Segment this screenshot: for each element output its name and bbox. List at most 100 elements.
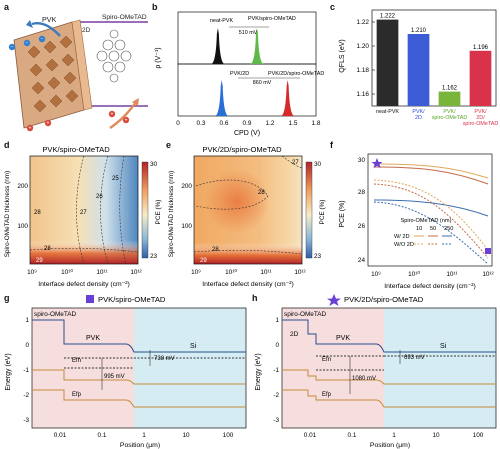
panel-d-contours [29,155,139,265]
panel-h-yticks: 1 0 -1 -2 -3 [273,317,279,424]
svg-text:1: 1 [275,317,279,324]
panel-letter-h: h [252,293,258,303]
panel-h-xticks: 0.01 0.1 1 10 100 [304,432,484,439]
panel-g-yticks: 1 0 -1 -2 -3 [23,317,29,424]
qfls-value-label: 1.162 [442,86,458,92]
svg-text:10¹¹: 10¹¹ [96,269,107,276]
panel-e-colorbar [305,161,313,259]
cpd-peak-top-1 [249,28,264,64]
panel-f-xlabel: Interface defect density (cm⁻²) [384,283,476,290]
panel-b-xtick: 0 [176,120,180,127]
cpd-peak-top-0 [210,28,225,64]
svg-text:10: 10 [182,432,190,439]
svg-text:-1: -1 [23,367,29,374]
panel-letter-b: b [152,2,158,12]
panel-b-xtick: 0.9 [243,120,252,127]
panel-d-colorbar [141,161,149,259]
panel-g-bands [32,319,246,408]
panel-c-frame [371,9,497,107]
qfls-bar [407,34,430,106]
gap-big-label: 1080 mV [352,376,376,382]
svg-text:26: 26 [358,223,366,230]
panel-g-band-diagram: PVK/spiro-OMeTAD Energy (eV) spiro-OMeTA… [0,292,250,449]
panel-f-frame [367,153,493,267]
cbar-e-max: 30 [314,161,322,168]
square-marker-icon [485,248,491,254]
panel-f-yticks: 24 26 28 30 [358,157,366,264]
svg-text:100: 100 [17,223,28,230]
qfls-bar [438,91,461,106]
panel-e-title: PVK/2D/spiro-OMeTAD [202,145,282,154]
pvk-spiro-label: PVK/spiro-OMeTAD [248,16,296,22]
panel-b-xticks: 0 0.3 0.6 0.9 1.2 1.5 1.8 [176,120,321,127]
panel-c-ylabel: QFLS (eV) [339,39,346,72]
top-gap-label: 510 mV [239,30,258,36]
panel-h-band-diagram: PVK/2D/spiro-OMeTAD Energy (eV) spiro-OM… [250,292,500,449]
svg-text:10¹²: 10¹² [482,271,493,278]
panel-letter-a: a [4,2,10,12]
panel-d-yticks: 200 100 [17,183,28,230]
efp-label: Efp [72,392,82,398]
panel-b-xtick: 0.3 [197,120,206,127]
pvk-2d-label: PVK/2D [230,71,249,77]
svg-text:W/ 2D: W/ 2D [394,234,410,240]
svg-text:-3: -3 [273,417,279,424]
panel-d-ylabel: Spiro-OMeTAD thickness (nm) [4,171,11,258]
svg-text:1: 1 [392,432,396,439]
panel-b-cpd-chart: ρ (V⁻¹) neat-PVK PVK/spiro-OMeTAD 510 mV… [150,0,328,138]
gap-big-label: 995 mV [104,374,125,380]
spiro-layer-label: Spiro-OMeTAD [102,14,147,21]
panel-letter-g: g [4,293,10,303]
svg-text:100: 100 [473,432,484,439]
panel-b-peaks [210,28,295,116]
svg-text:0.01: 0.01 [304,432,317,439]
panel-d-xticks: 10⁹ 10¹⁰ 10¹¹ 10¹² [27,269,142,276]
panel-h-title: PVK/2D/spiro-OMeTAD [344,295,424,304]
panel-f-legend: 10 50 250 W/ 2D W/O 2D [394,226,453,248]
panel-b-xlabel: CPD (V) [234,130,260,137]
panel-e-xticks: 10⁹ 10¹⁰ 10¹¹ 10¹² [191,269,306,276]
pvk-slab [13,21,85,129]
svg-text:10¹⁰: 10¹⁰ [61,269,73,276]
panel-b-bottom-frame [177,63,317,117]
panel-h-ylabel: Energy (eV) [255,353,262,390]
panel-b-ylabel: ρ (V⁻¹) [155,47,162,68]
panel-c-qfls-chart: QFLS (eV) 1.16 1.18 1.20 1.22 1.222 1.210 1.1… [330,0,500,138]
panel-g-xlabel: Position (μm) [120,442,160,449]
svg-text:10: 10 [432,432,440,439]
svg-text:10: 10 [416,226,422,232]
svg-text:+: + [111,112,114,118]
panel-d-heatmap: PVK/spiro-OMeTAD Spiro-OMeTAD thickness … [0,140,166,292]
svg-text:10⁹: 10⁹ [371,271,381,278]
panel-e-xlabel: Interface defect density (cm⁻²) [202,281,294,288]
2d-layer-label: 2D [82,27,91,34]
svg-text:10¹⁰: 10¹⁰ [408,271,420,278]
panel-g-xticks: 0.01 0.1 1 10 100 [54,432,234,439]
svg-text:+: + [47,121,50,127]
panel-f-curves [373,163,489,265]
svg-text:0.01: 0.01 [54,432,67,439]
neat-pvk-label: neat-PVK [210,18,233,24]
panel-e-ylabel: Spiro-OMeTAD thickness (nm) [168,171,175,258]
star-marker-icon [371,158,383,169]
svg-text:-3: -3 [23,417,29,424]
cpd-peak-bottom-1 [280,80,295,116]
svg-text:250: 250 [444,226,453,232]
svg-text:1: 1 [25,317,29,324]
qfls-bar [469,50,492,106]
panel-c-bars [376,19,492,107]
contour-e-28b: 28 [212,247,219,253]
svg-text:-2: -2 [273,392,279,399]
svg-text:0: 0 [25,342,29,349]
qfls-value-label: 1.210 [411,28,427,34]
panel-c-ytick: 1.18 [357,67,370,74]
contour-e-28a: 28 [258,190,265,196]
svg-text:W/O 2D: W/O 2D [394,242,414,248]
contour-e-29: 29 [200,258,207,264]
contour-27: 27 [80,210,87,216]
panel-e-heatmap: PVK/2D/spiro-OMeTAD Spiro-OMeTAD thickne… [164,140,330,292]
svg-text:0: 0 [275,342,279,349]
panel-c-category-labels: neat-PVK PVK/2D PVK/spiro-OMeTADPVK/2D/spi… [376,109,498,127]
pvk-label: PVK [336,335,350,342]
panel-f-xticks: 10⁹ 10¹⁰ 10¹¹ 10¹² [371,271,494,278]
